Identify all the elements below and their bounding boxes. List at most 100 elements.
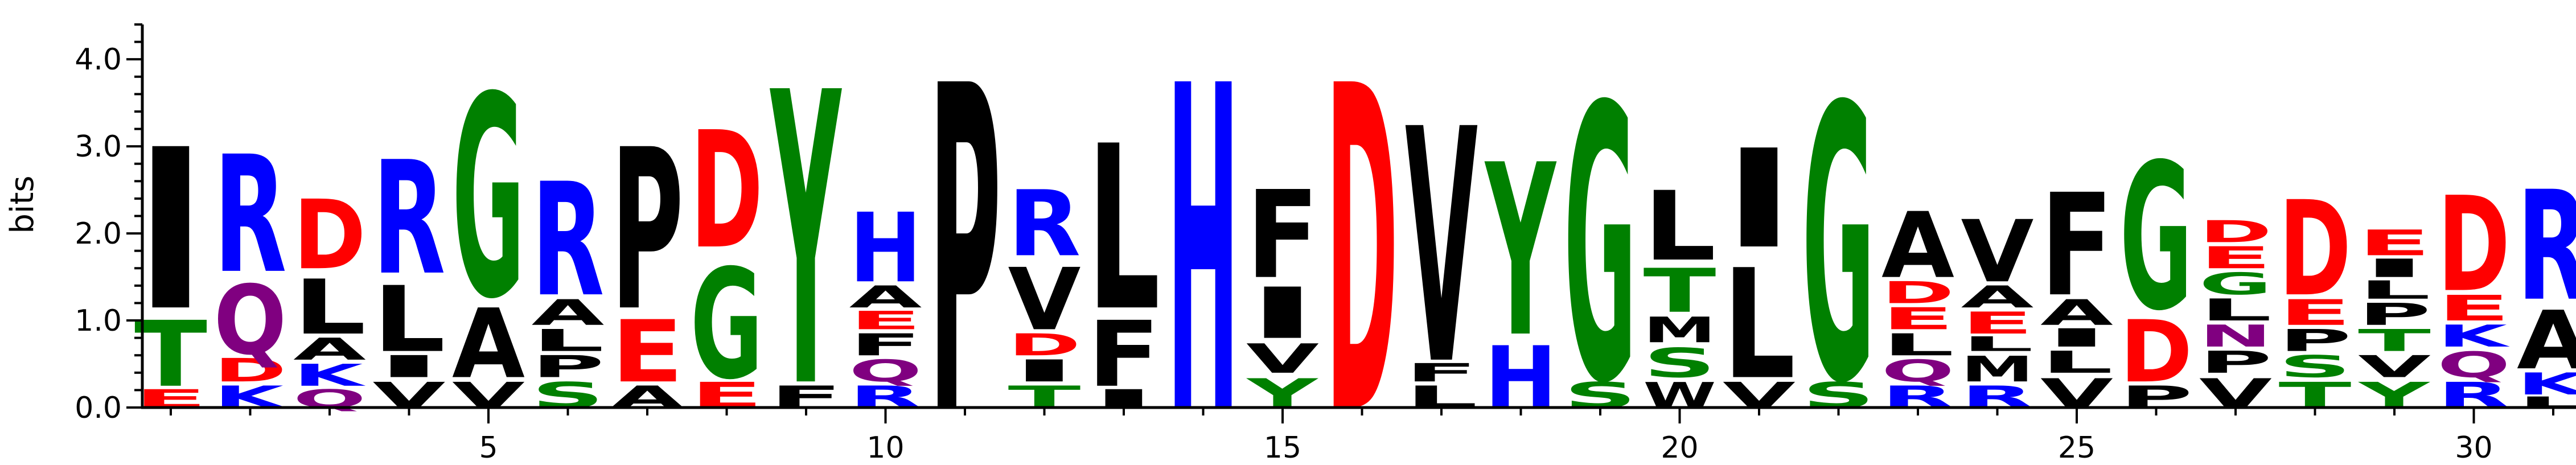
logo-letter-V-pos-24: V [1961, 202, 2034, 302]
logo-letter-L-pos-25: L [2040, 345, 2113, 380]
logo-letter-D-pos-23: D [1881, 275, 1954, 311]
logo-letter-D-pos-12: D [1008, 327, 1081, 363]
logo-letter-A-pos-25: A [2040, 293, 2113, 334]
logo-letter-I-pos-4: I [373, 349, 446, 385]
logo-letter-I-pos-25: I [2040, 323, 2113, 353]
y-tick-label: 4.0 [75, 43, 122, 77]
logo-letter-D-pos-30: D [2438, 169, 2511, 322]
logo-letter-G-pos-22: G [1802, 28, 1875, 465]
logo-letter-F-pos-15: F [1246, 166, 1319, 306]
logo-letter-I-pos-12: I [1008, 353, 1081, 389]
logo-letter-F-pos-13: F [1087, 302, 1160, 407]
logo-letter-V-pos-15: V [1246, 335, 1319, 382]
logo-letter-E-pos-10: E [849, 306, 922, 335]
logo-letter-D-pos-27: D [2199, 215, 2272, 250]
x-tick-label: 20 [1661, 431, 1698, 465]
logo-letter-L-pos-6: L [532, 323, 605, 359]
logo-letter-P-pos-28: P [2279, 323, 2352, 359]
logo-letter-A-pos-23: A [1881, 194, 1954, 299]
logo-letter-E-pos-24: E [1961, 306, 2034, 341]
logo-letter-E-pos-28: E [2279, 292, 2352, 333]
x-tick-label: 25 [2058, 431, 2096, 465]
logo-letter-A-pos-24: A [1961, 279, 2034, 315]
logo-letter-E-pos-30: E [2438, 287, 2511, 328]
logo-letter-L-pos-24: L [1961, 332, 2034, 356]
logo-letter-R-pos-31: R [2517, 159, 2576, 335]
logo-letter-L-pos-29: L [2358, 275, 2431, 304]
logo-letter-P-pos-11: P [928, 0, 1001, 465]
x-tick-label: 15 [1264, 431, 1301, 465]
logo-letter-E-pos-7: E [611, 302, 684, 402]
logo-letter-T-pos-29: T [2358, 323, 2431, 358]
logo-letter-I-pos-21: I [1723, 120, 1796, 278]
logo-letter-R-pos-2: R [214, 122, 287, 309]
y-tick-label: 0.0 [75, 391, 122, 425]
logo-letter-A-pos-5: A [452, 289, 525, 400]
logo-letter-V-pos-17: V [1405, 61, 1478, 436]
logo-letter-P-pos-6: P [532, 349, 605, 385]
logo-letter-Q-pos-23: Q [1881, 353, 1954, 389]
logo-letter-L-pos-3: L [293, 264, 366, 352]
logo-letter-D-pos-8: D [691, 97, 763, 285]
logo-letter-K-pos-30: K [2438, 319, 2510, 354]
logo-letter-Y-pos-18: Y [1484, 114, 1557, 389]
logo-letter-S-pos-20: S [1644, 340, 1716, 387]
y-tick-label: 1.0 [75, 304, 122, 338]
logo-letter-S-pos-28: S [2279, 349, 2352, 384]
logo-letter-P-pos-7: P [611, 102, 684, 360]
x-axis-ticks: 5 10 15 20 25 30 [170, 408, 2554, 465]
logo-letter-A-pos-3: A [293, 332, 366, 367]
logo-letter-M-pos-20: M [1644, 310, 1716, 351]
logo-letter-R-pos-12: R [1008, 172, 1081, 277]
logo-letter-P-pos-29: P [2358, 297, 2431, 332]
logo-letter-K-pos-3: K [293, 358, 365, 393]
logo-letter-Y-pos-9: Y [769, 9, 842, 465]
logo-letter-I-pos-15: I [1246, 273, 1319, 355]
logo-letter-Q-pos-10: Q [849, 353, 922, 389]
y-tick-label: 2.0 [75, 217, 122, 251]
logo-letter-E-pos-29: E [2358, 223, 2431, 264]
logo-letter-R-pos-4: R [373, 129, 446, 310]
logo-letter-N-pos-27: N [2199, 319, 2272, 354]
logo-letter-G-pos-26: G [2120, 122, 2193, 355]
logo-letter-P-pos-27: P [2199, 345, 2272, 380]
y-axis-title: bits [4, 175, 41, 233]
logo-letter-V-pos-29: V [2358, 349, 2431, 384]
x-tick-label: 10 [866, 431, 904, 465]
logo-letter-K-pos-31: K [2517, 367, 2576, 402]
logo-letter-L-pos-21: L [1723, 238, 1796, 413]
logo-letter-D-pos-26: D [2120, 302, 2193, 402]
logo-letter-F-pos-17: F [1405, 359, 1478, 388]
logo-letter-H-pos-10: H [849, 192, 922, 303]
logo-letter-A-pos-10: A [849, 279, 922, 315]
x-tick-label: 30 [2455, 431, 2492, 465]
logo-letter-G-pos-19: G [1564, 28, 1637, 465]
logo-letter-G-pos-27: G [2199, 266, 2272, 301]
logo-letter-Q-pos-30: Q [2438, 345, 2511, 386]
logo-letter-V-pos-12: V [1008, 250, 1081, 350]
logo-letter-M-pos-24: M [1961, 349, 2034, 390]
logo-letter-H-pos-14: H [1167, 0, 1240, 465]
logo-letter-G-pos-5: G [452, 38, 525, 360]
logo-letter-D-pos-3: D [293, 180, 366, 291]
logo-letter-G-pos-8: G [691, 237, 763, 413]
y-tick-label: 3.0 [75, 130, 122, 164]
logo-letter-A-pos-6: A [532, 293, 605, 334]
logo-letter-L-pos-20: L [1644, 171, 1716, 282]
logo-letter-D-pos-2: D [214, 352, 287, 389]
logo-letter-T-pos-20: T [1644, 256, 1716, 326]
logo-letter-F-pos-25: F [2040, 163, 2113, 328]
logo-letter-L-pos-4: L [373, 267, 446, 372]
logo-letter-Q-pos-2: Q [214, 265, 287, 376]
logo-letter-L-pos-23: L [1881, 327, 1954, 363]
logo-letter-L-pos-27: L [2199, 293, 2272, 328]
logo-letter-R-pos-6: R [532, 150, 605, 331]
x-tick-label: 5 [479, 431, 498, 465]
logo-letter-A-pos-31: A [2517, 294, 2576, 388]
logo-letter-L-pos-13: L [1087, 98, 1160, 361]
logo-letter-E-pos-23: E [1881, 301, 1954, 336]
logo-letter-D-pos-16: D [1326, 0, 1399, 465]
logo-letter-F-pos-10: F [849, 327, 922, 363]
